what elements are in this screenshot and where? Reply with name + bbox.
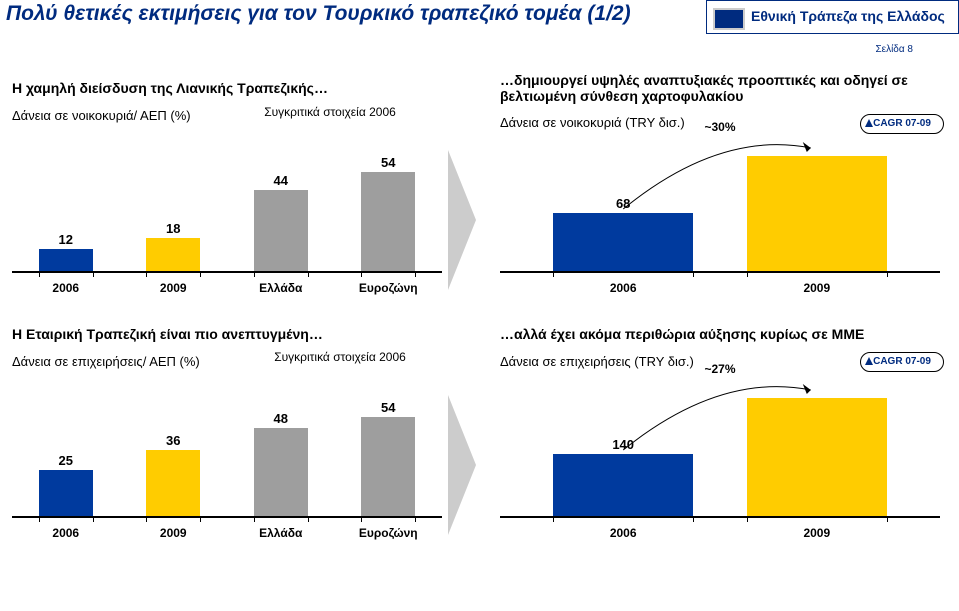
- slide: Πολύ θετικές εκτιμήσεις για τον Τουρκικό…: [0, 0, 959, 611]
- tick: [146, 518, 147, 522]
- bar-value: 18: [143, 221, 203, 236]
- chart-bottom-right: 14020062009~27%: [500, 380, 940, 540]
- chevron-icon: [448, 150, 488, 290]
- tick: [93, 273, 94, 277]
- comp-label-top-left: Συγκριτικά στοιχεία 2006: [260, 105, 400, 119]
- tick: [39, 518, 40, 522]
- cagr-pill-top: CAGR 07-09: [860, 114, 944, 134]
- cagr-text-bottom: CAGR 07-09: [873, 356, 931, 367]
- x-label: Ευροζώνη: [338, 281, 438, 295]
- chevron-icon: [448, 395, 488, 535]
- cagr-pill-bottom: CAGR 07-09: [860, 352, 944, 372]
- heading-top-left: Η χαμηλή διείσδυση της Λιανικής Τραπεζικ…: [12, 80, 452, 96]
- tick: [308, 518, 309, 522]
- cagr-arrow-icon: [865, 357, 873, 365]
- bar: [39, 470, 93, 516]
- tick: [415, 273, 416, 277]
- x-label: 2006: [16, 281, 116, 295]
- subtitle-bottom-left: Δάνεια σε επιχειρήσεις/ ΑΕΠ (%): [12, 354, 200, 369]
- slide-title: Πολύ θετικές εκτιμήσεις για τον Τουρκικό…: [6, 2, 631, 26]
- chart-top-left: 12 2006 18 2009 44 Ελλάδα 54 Ευροζώνη: [12, 155, 442, 295]
- x-label: Ελλάδα: [231, 281, 331, 295]
- subtitle-bottom-right: Δάνεια σε επιχειρήσεις (TRY δισ.): [500, 354, 694, 369]
- tick: [93, 518, 94, 522]
- chart-top-right: 6820062009~30%: [500, 140, 940, 295]
- heading-bottom-right: …αλλά έχει ακόμα περιθώρια αύξησης κυρίω…: [500, 326, 940, 342]
- tick: [200, 273, 201, 277]
- logo-icon: [713, 8, 745, 30]
- cagr-arrow-icon: [865, 119, 873, 127]
- chart-bottom-left: 25 2006 36 2009 48 Ελλάδα 54 Ευροζώνη: [12, 400, 442, 540]
- x-label: 2009: [123, 281, 223, 295]
- x-axis: [12, 271, 442, 273]
- bar: [146, 450, 200, 516]
- bar: [361, 417, 415, 516]
- heading-top-right: …δημιουργεί υψηλές αναπτυξιακές προοπτικ…: [500, 72, 930, 104]
- bar-value: 44: [251, 173, 311, 188]
- tick: [200, 518, 201, 522]
- tick: [39, 273, 40, 277]
- bar: [361, 172, 415, 271]
- tick: [361, 518, 362, 522]
- tick: [146, 273, 147, 277]
- x-label: Ελλάδα: [231, 526, 331, 540]
- bar-value: 12: [36, 232, 96, 247]
- heading-bottom-left: Η Εταιρική Τραπεζική είναι πιο ανεπτυγμέ…: [12, 326, 452, 342]
- tick: [254, 518, 255, 522]
- bar: [254, 190, 308, 271]
- cagr-text-top: CAGR 07-09: [873, 118, 931, 129]
- bar: [146, 238, 200, 271]
- bar-value: 54: [358, 155, 418, 170]
- bar-value: 54: [358, 400, 418, 415]
- logo-box: Εθνική Τράπεζα της Ελλάδος: [706, 0, 959, 34]
- growth-arrow-icon: [500, 380, 940, 540]
- page-number: Σελίδα 8: [875, 44, 913, 55]
- tick: [415, 518, 416, 522]
- x-label: 2009: [123, 526, 223, 540]
- tick: [308, 273, 309, 277]
- comp-label-bottom-left: Συγκριτικά στοιχεία 2006: [270, 350, 410, 364]
- bar-value: 36: [143, 433, 203, 448]
- growth-label: ~30%: [690, 120, 750, 134]
- bar: [254, 428, 308, 516]
- bar: [39, 249, 93, 271]
- subtitle-top-right: Δάνεια σε νοικοκυριά (TRY δισ.): [500, 115, 685, 130]
- subtitle-top-left: Δάνεια σε νοικοκυριά/ ΑΕΠ (%): [12, 108, 191, 123]
- growth-label: ~27%: [690, 362, 750, 376]
- bar-value: 25: [36, 453, 96, 468]
- growth-arrow-icon: [500, 140, 940, 295]
- tick: [361, 273, 362, 277]
- x-label: 2006: [16, 526, 116, 540]
- bar-value: 48: [251, 411, 311, 426]
- x-axis: [12, 516, 442, 518]
- title-bar: Πολύ θετικές εκτιμήσεις για τον Τουρκικό…: [0, 0, 959, 34]
- x-label: Ευροζώνη: [338, 526, 438, 540]
- logo-text: Εθνική Τράπεζα της Ελλάδος: [751, 8, 945, 24]
- tick: [254, 273, 255, 277]
